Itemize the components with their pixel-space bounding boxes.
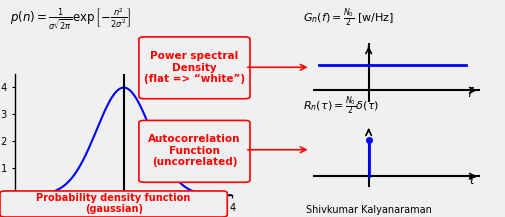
Text: Shivkumar Kalyanaraman: Shivkumar Kalyanaraman xyxy=(306,205,432,215)
Text: Rensselaer Polytechnic Institute: Rensselaer Polytechnic Institute xyxy=(5,210,117,216)
Text: $G_n(f) = \frac{N_0}{2}$ [w/Hz]: $G_n(f) = \frac{N_0}{2}$ [w/Hz] xyxy=(303,7,394,29)
Text: Probability density function
(gaussian): Probability density function (gaussian) xyxy=(36,193,191,214)
Text: $\sigma = 1$: $\sigma = 1$ xyxy=(165,126,196,139)
X-axis label: $n$: $n$ xyxy=(119,214,128,217)
Text: Autocorrelation
Function
(uncorrelated): Autocorrelation Function (uncorrelated) xyxy=(148,134,241,167)
Text: $\tau$: $\tau$ xyxy=(467,174,476,187)
Text: Power spectral
Density
(flat => “white”): Power spectral Density (flat => “white”) xyxy=(144,51,245,84)
Text: $f$: $f$ xyxy=(468,86,475,100)
Text: $p(n) = \frac{1}{\sigma\sqrt{2\pi}} \exp\left[-\frac{n^2}{2\sigma^2}\right]$: $p(n) = \frac{1}{\sigma\sqrt{2\pi}} \exp… xyxy=(10,7,131,32)
Text: $R_n(\tau) = \frac{N_0}{2}\delta(\tau)$: $R_n(\tau) = \frac{N_0}{2}\delta(\tau)$ xyxy=(303,94,379,117)
